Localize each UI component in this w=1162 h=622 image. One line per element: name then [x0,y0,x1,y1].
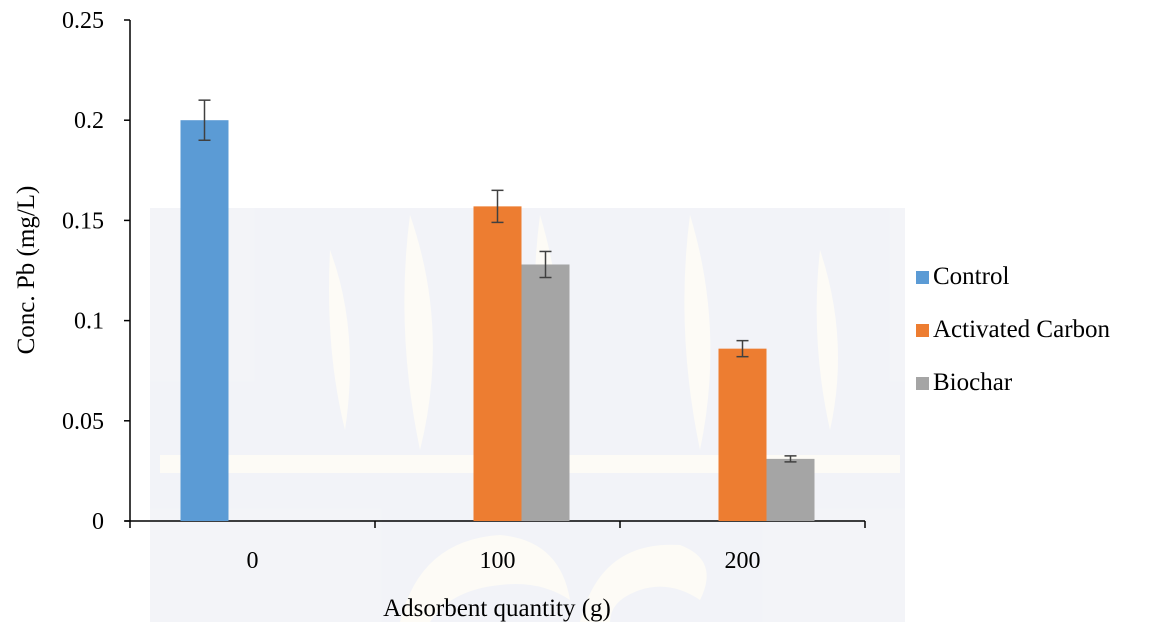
x-tick-label: 0 [247,548,259,574]
bar-biochar-100 [521,264,570,521]
legend: Control Activated Carbon Biochar [916,263,1111,396]
y-tick-label: 0.1 [74,309,104,335]
legend-swatch-biochar [916,377,929,390]
legend-swatch-activated-carbon [916,324,929,337]
y-tick-label: 0.25 [62,8,104,34]
y-tick-label: 0.15 [62,208,104,234]
x-axis-title: Adsorbent quantity (g) [383,595,611,622]
legend-label-biochar: Biochar [933,369,1013,396]
bar-activated-carbon-200 [718,348,767,521]
bar-control-0 [180,120,229,521]
legend-swatch-control [916,271,929,284]
bar-activated-carbon-100 [473,206,522,521]
x-tick-label: 200 [725,548,761,574]
bar-biochar-200 [766,458,815,521]
y-tick-label: 0.2 [74,108,104,134]
legend-label-activated-carbon: Activated Carbon [933,316,1111,343]
legend-label-control: Control [933,263,1009,290]
x-tick-label: 100 [480,548,516,574]
y-tick-label: 0 [92,509,104,535]
y-tick-label: 0.05 [62,409,104,435]
y-axis-title: Conc. Pb (mg/L) [13,186,40,355]
